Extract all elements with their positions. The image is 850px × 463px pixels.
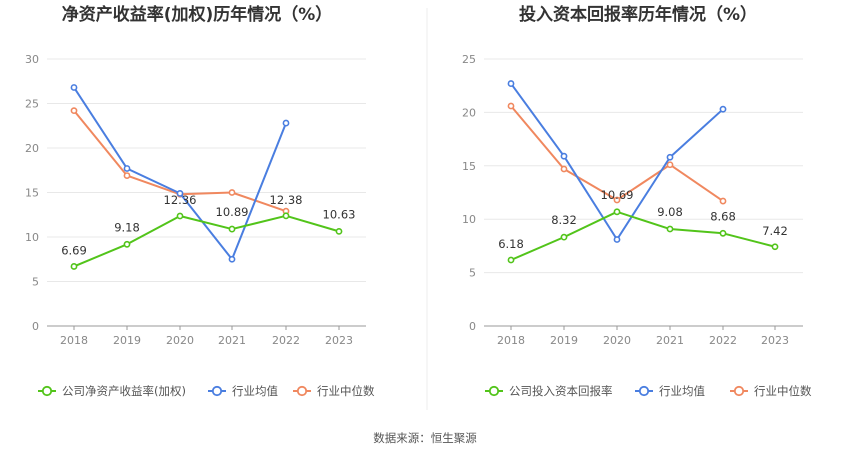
y-tick-label: 0 <box>469 320 476 333</box>
data-point-company <box>771 243 779 251</box>
x-tick-label: 2021 <box>656 334 684 347</box>
y-tick-label: 10 <box>25 231 39 244</box>
legend-item-company: 公司投入资本回报率 <box>485 384 613 398</box>
legend-label: 公司净资产收益率(加权) <box>62 384 186 398</box>
data-label: 9.08 <box>657 205 683 219</box>
data-point-avg <box>507 80 515 87</box>
x-tick-label: 2018 <box>60 334 88 347</box>
legend-item-median: 行业中位数 <box>293 384 375 398</box>
data-label: 7.42 <box>762 224 788 238</box>
data-point-company <box>176 212 184 220</box>
y-tick-label: 15 <box>25 187 39 200</box>
data-point-median <box>507 102 515 110</box>
data-point-median <box>719 197 727 205</box>
chart-title: 净资产收益率(加权)历年情况（%） <box>62 4 333 25</box>
data-label: 12.36 <box>164 193 197 207</box>
legend-marker <box>488 385 500 397</box>
data-point-median <box>560 165 568 173</box>
legend-marker <box>41 385 53 397</box>
data-point-median <box>70 107 78 115</box>
y-tick-label: 10 <box>462 213 476 226</box>
data-point-avg <box>228 255 236 263</box>
legend-marker <box>733 385 745 397</box>
legend-label: 公司投入资本回报率 <box>509 384 613 398</box>
chart-title: 投入资本回报率历年情况（%） <box>519 4 757 25</box>
legend-marker <box>211 385 223 397</box>
data-point-company <box>507 256 515 264</box>
data-label: 12.38 <box>270 193 303 207</box>
legend-item-avg: 行业均值 <box>208 384 278 398</box>
data-label: 10.89 <box>216 205 249 219</box>
data-source-note: 数据来源：恒生聚源 <box>373 431 477 445</box>
data-point-avg <box>560 152 568 160</box>
data-label: 10.69 <box>601 188 634 202</box>
data-point-company <box>613 208 621 216</box>
y-tick-label: 5 <box>469 267 476 280</box>
data-point-median <box>228 189 236 196</box>
legend-label: 行业均值 <box>232 384 278 398</box>
x-tick-label: 2023 <box>325 334 353 347</box>
data-label: 6.69 <box>61 243 87 257</box>
data-point-avg <box>70 84 78 91</box>
x-tick-label: 2021 <box>218 334 246 347</box>
y-tick-label: 25 <box>25 98 39 111</box>
x-tick-label: 2020 <box>603 334 631 347</box>
legend-label: 行业中位数 <box>754 384 812 398</box>
legend-marker <box>296 385 308 397</box>
legend-item-median: 行业中位数 <box>730 384 812 398</box>
y-tick-label: 15 <box>462 160 476 173</box>
data-point-company <box>560 233 568 241</box>
data-point-company <box>335 227 343 235</box>
data-label: 10.63 <box>323 207 356 221</box>
data-point-avg <box>719 105 727 113</box>
data-label: 9.18 <box>114 220 140 234</box>
legend-item-company: 公司净资产收益率(加权) <box>38 384 186 398</box>
series-line-company <box>73 214 340 268</box>
x-tick-label: 2022 <box>272 334 300 347</box>
data-point-avg <box>282 119 290 127</box>
data-point-median <box>123 172 131 179</box>
legend-label: 行业均值 <box>659 384 705 398</box>
series-line-company <box>510 210 776 261</box>
data-label: 8.68 <box>710 209 736 223</box>
legend-item-avg: 行业均值 <box>635 384 705 398</box>
x-tick-label: 2019 <box>113 334 141 347</box>
y-tick-label: 5 <box>32 276 39 289</box>
series-line-avg <box>73 86 287 261</box>
x-tick-label: 2018 <box>497 334 525 347</box>
series-line-avg <box>510 82 724 241</box>
data-label: 6.18 <box>498 237 524 251</box>
data-point-median <box>666 161 674 169</box>
data-point-avg <box>176 189 184 197</box>
roe-chart: 净资产收益率(加权)历年情况（%） 0 5 10 15 20 25 30 2018 2019 202… <box>25 4 375 398</box>
x-tick-label: 2020 <box>166 334 194 347</box>
data-point-company <box>228 225 236 233</box>
data-point-median <box>613 196 621 204</box>
data-label: 8.32 <box>551 213 577 227</box>
data-point-avg <box>123 165 131 172</box>
data-point-avg <box>666 153 674 161</box>
data-point-company <box>70 263 78 270</box>
y-tick-label: 20 <box>462 106 476 119</box>
data-point-company <box>123 240 131 248</box>
y-tick-label: 20 <box>25 142 39 155</box>
data-point-company <box>666 225 674 233</box>
data-point-company <box>719 229 727 237</box>
y-tick-label: 30 <box>25 53 39 66</box>
y-tick-label: 25 <box>462 53 476 66</box>
x-tick-label: 2023 <box>761 334 789 347</box>
x-tick-label: 2019 <box>550 334 578 347</box>
series-line-median <box>510 105 724 202</box>
data-point-avg <box>613 236 621 243</box>
data-point-company <box>282 212 290 220</box>
legend-marker <box>638 385 650 397</box>
y-tick-label: 0 <box>32 320 39 333</box>
legend-label: 行业中位数 <box>317 384 375 398</box>
x-tick-label: 2022 <box>709 334 737 347</box>
roic-chart: 投入资本回报率历年情况（%） 0 5 10 15 20 25 2018 2019 2020 2021… <box>462 4 812 398</box>
